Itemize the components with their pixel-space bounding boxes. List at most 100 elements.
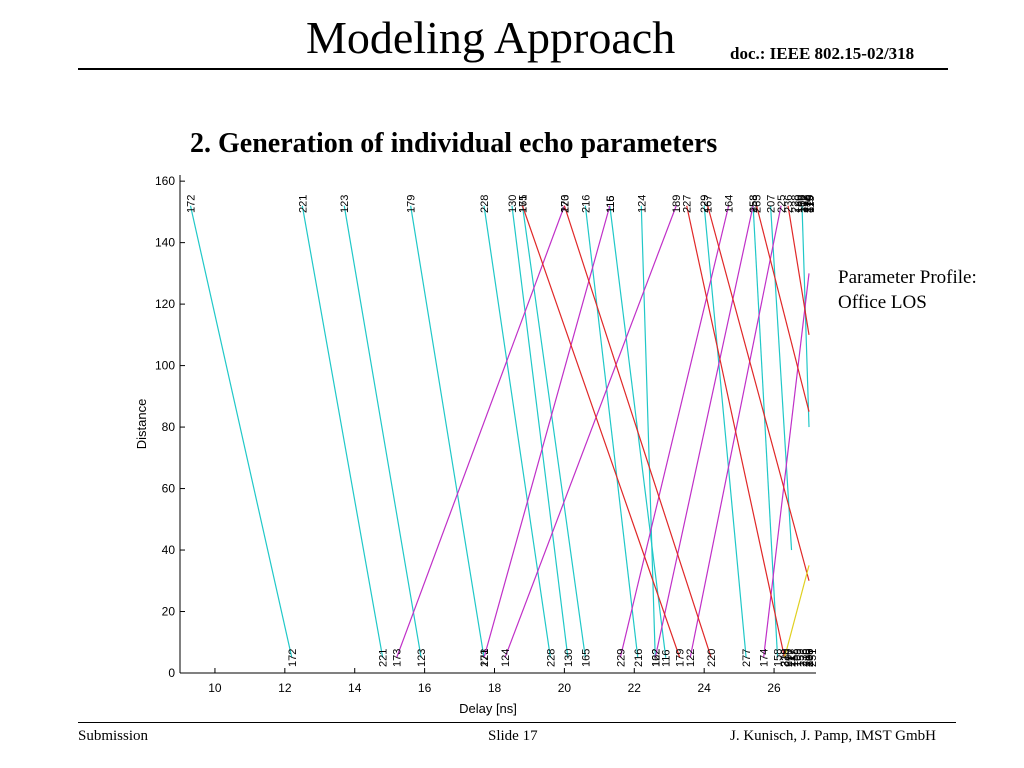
footer-authors: J. Kunisch, J. Pamp, IMST GmbH (730, 728, 936, 744)
echo-top-label: 228 (479, 195, 491, 213)
echo-path-24 (686, 205, 786, 658)
echo-top-label: 221 (297, 195, 309, 213)
doc-id: doc.: IEEE 802.15-02/318 (730, 44, 915, 63)
y-tick-label: 20 (162, 605, 176, 619)
echo-path-11 (703, 205, 747, 658)
echo-top-label: 164 (724, 195, 736, 213)
echo-bottom-label: 217 (787, 649, 799, 667)
echo-path-18 (619, 205, 730, 658)
echo-bottom-label: 116 (661, 649, 673, 667)
x-tick-label: 10 (208, 681, 222, 695)
echo-top-label-extra: 228 (790, 195, 802, 213)
echo-path-28 (783, 565, 810, 658)
slide-subtitle: 2. Generation of individual echo paramet… (190, 128, 718, 159)
y-axis-label: Distance (134, 399, 149, 450)
echo-bottom-label: 175 (804, 649, 816, 667)
profile-line-1: Parameter Profile: (838, 267, 977, 288)
y-tick-label: 100 (155, 359, 175, 373)
echo-path-27 (787, 205, 810, 335)
echo-path-26 (756, 205, 810, 412)
echo-top-label: 123 (339, 195, 351, 213)
echo-bottom-label-extra: 117 (786, 649, 798, 667)
echo-path-23 (563, 205, 712, 658)
echo-bottom-label: 174 (759, 649, 771, 667)
echo-bottom-label: 130 (563, 649, 575, 667)
footer-slide-number: Slide 17 (488, 728, 538, 744)
echo-bottom-label: 319 (780, 649, 792, 667)
echo-top-label: 207 (766, 195, 778, 213)
x-tick-label: 24 (697, 681, 711, 695)
echo-path-13 (769, 205, 793, 551)
echo-bottom-label: 173 (392, 649, 404, 667)
echo-top-label: 172 (185, 195, 197, 213)
echo-path-6 (511, 205, 569, 658)
echo-path-25 (707, 205, 810, 581)
echo-top-label: 130 (507, 195, 519, 213)
y-tick-label: 80 (162, 420, 176, 434)
echo-bottom-label-extra: 300 (804, 649, 816, 667)
echo-path-15 (396, 205, 565, 658)
echo-top-label: 173 (559, 195, 571, 213)
x-tick-label: 26 (767, 681, 781, 695)
echo-bottom-label: 223 (479, 649, 491, 667)
echo-path-5 (483, 205, 552, 658)
echo-path-21 (762, 273, 810, 658)
echo-bottom-label: 122 (685, 649, 697, 667)
slide-title: Modeling Approach (306, 12, 676, 63)
echo-bottom-label: 300 (804, 649, 816, 667)
echo-path-3 (343, 205, 422, 658)
echo-top-label: 171 (517, 195, 529, 213)
echo-bottom-label: 109 (804, 649, 816, 667)
profile-line-2: Office LOS (838, 292, 927, 313)
echo-bottom-label: 229 (615, 649, 627, 667)
echo-top-label: 178 (804, 195, 816, 213)
echo-bottom-label: 221 (378, 649, 390, 667)
footer-submission: Submission (78, 728, 149, 744)
y-tick-label: 0 (168, 666, 175, 680)
echo-top-label-extra: 158 (796, 195, 808, 213)
x-tick-label: 12 (278, 681, 292, 695)
echo-path-19 (654, 205, 754, 658)
x-axis-label: Delay [ns] (459, 701, 517, 716)
echo-bottom-label: 228 (780, 649, 792, 667)
echo-bottom-label: 171 (479, 649, 491, 667)
echo-bottom-label: 124 (500, 649, 512, 667)
echo-bottom-label-extra: 251 (807, 649, 819, 667)
echo-bottom-label: 122 (650, 649, 662, 667)
y-tick-label: 140 (155, 236, 175, 250)
echo-top-label: 216 (580, 195, 592, 213)
echo-bottom-label: 158 (773, 649, 785, 667)
echo-path-1 (189, 205, 293, 658)
echo-path-12 (752, 205, 779, 658)
echo-bottom-label: 162 (650, 649, 662, 667)
echo-top-label: 109 (797, 195, 809, 213)
echo-bottom-label: 123 (416, 649, 428, 667)
echo-top-label-extra: 180 (793, 195, 805, 213)
echo-bottom-label-extra: 236 (798, 649, 810, 667)
x-tick-label: 16 (418, 681, 432, 695)
echo-top-label: 227 (682, 195, 694, 213)
x-tick-label: 18 (488, 681, 502, 695)
echo-path-10 (640, 205, 656, 658)
echo-bottom-label-extra: 158 (789, 649, 801, 667)
echo-bottom-label: 277 (741, 649, 753, 667)
echo-bottom-label: 165 (580, 649, 592, 667)
parameter-profile-note: Parameter Profile: Office LOS (838, 265, 977, 315)
echo-top-label-extra: 115 (805, 195, 817, 213)
echo-path-17 (504, 205, 677, 658)
echo-top-label-extra: 217 (799, 195, 811, 213)
echo-top-label: 165 (517, 195, 529, 213)
echo-top-label-extra: 230 (802, 195, 814, 213)
echo-bottom-label-extra: 109 (792, 649, 804, 667)
echo-path-4 (410, 205, 485, 658)
echo-bottom-label: 220 (706, 649, 718, 667)
x-tick-label: 14 (348, 681, 362, 695)
echo-top-label: 236 (783, 195, 795, 213)
echo-top-label: 220 (559, 195, 571, 213)
echo-top-label: 179 (406, 195, 418, 213)
echo-bottom-label: 228 (545, 649, 557, 667)
echo-top-label: 115 (605, 195, 617, 213)
echo-top-label: 116 (605, 195, 617, 213)
echo-top-label: 265 (752, 195, 764, 213)
echo-path-8 (584, 205, 639, 658)
